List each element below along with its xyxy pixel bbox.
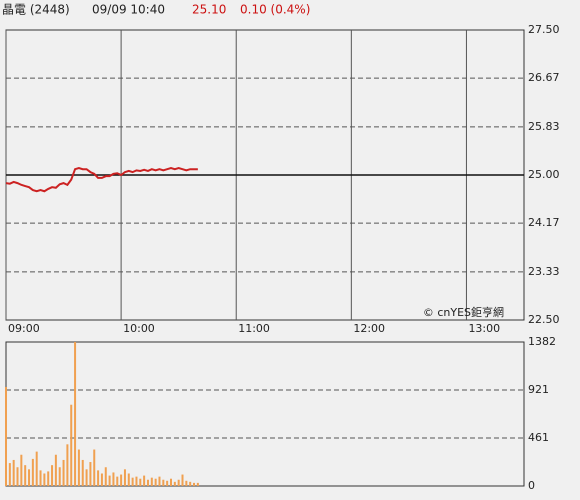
- y-tick-label: 26.67: [528, 71, 560, 84]
- volume-bar: [196, 482, 199, 486]
- volume-bar: [39, 470, 42, 486]
- volume-bar: [189, 481, 192, 486]
- y-tick-label: 25.83: [528, 120, 560, 133]
- volume-bar: [135, 476, 138, 486]
- y-tick-label: 1382: [528, 335, 556, 348]
- volume-bar: [24, 465, 27, 486]
- volume-bar: [139, 478, 142, 486]
- volume-bar: [58, 467, 61, 486]
- volume-bar: [77, 449, 80, 486]
- volume-bar: [89, 462, 92, 486]
- y-tick-label: 22.50: [528, 313, 560, 326]
- volume-bar: [100, 473, 103, 486]
- volume-bar: [20, 454, 23, 486]
- volume-bar: [123, 469, 126, 486]
- volume-bar: [97, 470, 100, 486]
- volume-bar: [158, 476, 161, 486]
- volume-bar: [154, 478, 157, 486]
- volume-bar: [150, 477, 153, 486]
- x-tick-label: 09:00: [8, 322, 40, 335]
- volume-bar: [166, 480, 169, 486]
- volume-bar: [81, 459, 84, 486]
- volume-bar: [181, 474, 184, 486]
- volume-bar: [54, 454, 57, 486]
- volume-bar: [12, 459, 15, 486]
- volume-bar: [31, 458, 34, 486]
- volume-bar: [47, 471, 50, 486]
- volume-bar: [173, 481, 176, 486]
- volume-bar: [35, 451, 38, 486]
- volume-bar: [70, 404, 73, 486]
- y-tick-label: 27.50: [528, 23, 560, 36]
- stock-name: 晶電 (2448): [2, 3, 70, 17]
- volume-bar: [43, 473, 46, 486]
- x-tick-label: 10:00: [123, 322, 155, 335]
- volume-bar: [185, 480, 188, 486]
- copyright: © cnYES鉅亨網: [423, 305, 504, 319]
- volume-bar: [193, 482, 196, 486]
- y-tick-label: 921: [528, 383, 549, 396]
- last-price: 25.10: [192, 3, 226, 17]
- x-tick-label: 12:00: [353, 322, 385, 335]
- y-tick-label: 25.00: [528, 168, 560, 181]
- y-tick-label: 0: [528, 479, 535, 492]
- volume-bar: [74, 342, 77, 486]
- volume-bar: [162, 479, 165, 486]
- volume-bar: [16, 467, 19, 486]
- volume-bar: [62, 459, 65, 486]
- volume-bar: [104, 467, 107, 486]
- volume-bar: [177, 479, 180, 486]
- volume-bar: [93, 449, 96, 486]
- volume-bar: [143, 475, 146, 486]
- volume-bar: [108, 475, 111, 486]
- price-change: 0.10 (0.4%): [240, 3, 310, 17]
- y-tick-label: 23.33: [528, 265, 560, 278]
- volume-bar: [8, 463, 11, 486]
- volume-bar: [28, 469, 31, 486]
- volume-bar: [116, 476, 119, 486]
- y-tick-label: 24.17: [528, 216, 560, 229]
- volume-bar: [131, 477, 134, 486]
- volume-bar: [51, 465, 54, 486]
- volume-bar: [112, 472, 115, 486]
- y-tick-label: 461: [528, 431, 549, 444]
- volume-bar: [169, 478, 172, 486]
- volume-bar: [127, 473, 130, 486]
- volume-bar: [66, 444, 69, 486]
- volume-bar: [85, 469, 88, 486]
- quote-time: 09/09 10:40: [92, 3, 165, 17]
- x-tick-label: 11:00: [238, 322, 270, 335]
- volume-bar: [120, 474, 123, 486]
- volume-bar: [146, 479, 149, 486]
- x-tick-label: 13:00: [468, 322, 500, 335]
- volume-bar: [5, 387, 7, 486]
- price-line: [5, 166, 198, 193]
